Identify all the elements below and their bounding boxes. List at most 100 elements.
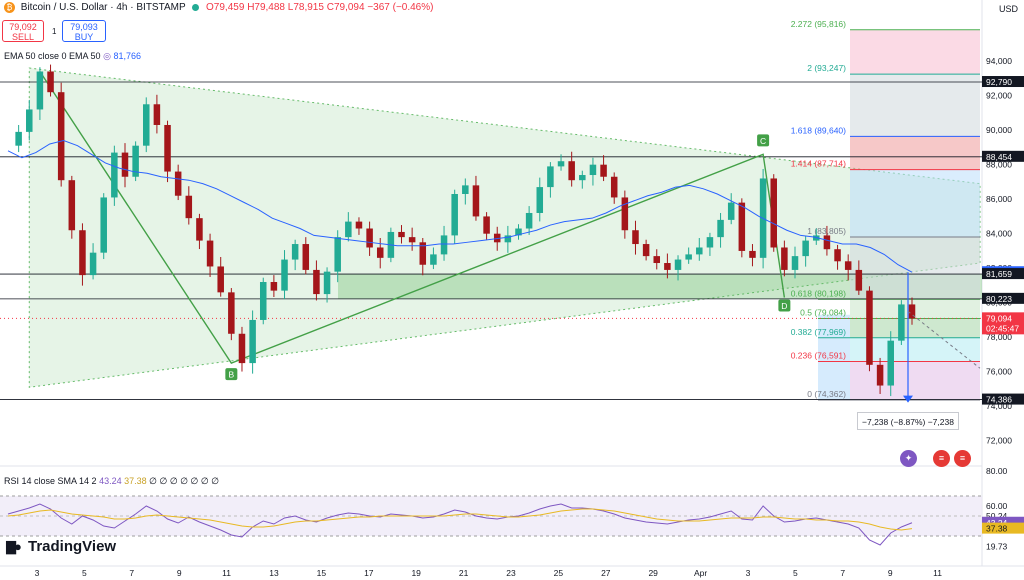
candle-body	[621, 197, 629, 231]
time-tick-19: 11	[933, 568, 942, 578]
candle-body	[664, 263, 671, 270]
rsi-legend-label: RSI 14 close SMA 14 2	[4, 476, 97, 486]
rsi-sma-value-bg	[982, 522, 1024, 534]
candle-body	[493, 233, 501, 243]
candle-body	[47, 71, 54, 93]
sell-price: 79,092	[9, 22, 37, 32]
time-tick-14: Apr	[694, 568, 707, 578]
market-status-icon	[192, 4, 200, 11]
fib-zone-0.5	[850, 318, 980, 338]
candle-body	[238, 333, 246, 364]
rsi-legend-extra: ∅ ∅ ∅ ∅ ∅ ∅ ∅	[149, 476, 220, 486]
candle-body	[419, 242, 427, 265]
candle-body	[887, 340, 894, 386]
candle-body	[844, 261, 852, 270]
time-tick-17: 7	[840, 568, 845, 578]
ema-legend[interactable]: EMA 50 close 0 EMA 50 ◎ 81,766	[4, 51, 141, 62]
pattern-point-C-badge	[757, 134, 770, 147]
currency-label[interactable]: USD	[998, 4, 1018, 14]
candle-body	[876, 364, 884, 386]
candle-body	[345, 221, 352, 238]
candle-body	[855, 269, 863, 291]
candle-body	[196, 218, 203, 241]
candle-body	[376, 247, 384, 258]
candle-body	[36, 71, 44, 110]
fib-label-0: 0 (74,362)	[807, 389, 846, 399]
price-tick-92000: 92,000	[986, 91, 1012, 101]
fib-label-0.5: 0.5 (79,084)	[800, 308, 846, 318]
candle-body	[557, 161, 565, 167]
time-tick-2: 7	[129, 568, 134, 578]
candle-body	[68, 180, 76, 231]
time-tick-0: 3	[35, 568, 40, 578]
candle-body	[536, 187, 544, 213]
candle-body	[504, 235, 512, 243]
candle-body	[451, 194, 458, 236]
buy-button[interactable]: 79,093 BUY	[62, 20, 106, 42]
candle-body	[79, 230, 86, 276]
candle-body	[781, 247, 788, 270]
price-label-bg-92790	[982, 76, 1024, 88]
candle-body	[366, 228, 373, 248]
candle-body	[653, 256, 661, 264]
candle-body	[100, 197, 107, 253]
candle-body	[430, 254, 437, 265]
symbol-title[interactable]: Bitcoin / U.S. Dollar · 4h · BITSTAMP	[20, 2, 186, 14]
time-tick-18: 9	[888, 568, 893, 578]
ohlc-change: −367 (−0.46%)	[367, 2, 434, 14]
price-tick-88000: 88,000	[986, 160, 1012, 170]
candle-body	[164, 124, 171, 172]
ema-legend-label: EMA 50 close 0 EMA 50	[4, 51, 101, 61]
ohlc-open: O79,459	[206, 2, 245, 14]
candle-body	[472, 185, 480, 217]
candle-body	[706, 237, 714, 248]
bitcoin-icon: ₿	[4, 2, 15, 13]
pattern-point-B: B	[229, 370, 235, 380]
sell-button[interactable]: 79,092 SELL	[2, 20, 44, 42]
rsi-value-bg	[982, 516, 1024, 528]
candle-body	[547, 166, 554, 188]
candle-body	[898, 304, 905, 341]
fib-label-2: 2 (93,247)	[807, 63, 846, 73]
tradingview-logo-text: TradingView	[28, 538, 117, 555]
candle-body	[185, 195, 193, 219]
price-tick-74000: 74,000	[986, 401, 1012, 411]
candle-body	[206, 240, 214, 267]
candle-body	[600, 164, 607, 177]
time-tick-8: 19	[411, 568, 421, 578]
price-tick-86000: 86,000	[986, 194, 1012, 204]
rsi-tick-1: 50.24	[986, 511, 1008, 521]
crypto-event-icon[interactable]: ✦	[900, 450, 917, 467]
price-tick-84000: 84,000	[986, 229, 1012, 239]
spread-value: 1	[52, 27, 57, 36]
price-label-bg-74386	[982, 393, 1024, 405]
rsi-tick-3: 37.38	[986, 524, 1008, 534]
candle-body	[398, 231, 405, 238]
candle-body	[727, 202, 735, 220]
ema-settings-icon[interactable]: ◎	[103, 51, 111, 61]
candle-body	[259, 282, 267, 320]
price-tick-78000: 78,000	[986, 332, 1012, 342]
fib-label-1.618: 1.618 (89,640)	[791, 125, 846, 135]
us-flag-icon[interactable]: ≡	[933, 450, 950, 467]
rsi-tick-0: 60.00	[986, 501, 1008, 511]
rsi-legend[interactable]: RSI 14 close SMA 14 2 43.24 37.38 ∅ ∅ ∅ …	[4, 476, 219, 487]
time-tick-6: 15	[317, 568, 327, 578]
time-tick-15: 3	[746, 568, 751, 578]
candle-body	[483, 216, 490, 234]
rsi-legend-value: 43.24	[99, 476, 122, 486]
tradingview-logo[interactable]: ▇● TradingView	[6, 538, 116, 555]
measure-arrow-head	[903, 395, 913, 403]
rsi-tick-4: 19.73	[986, 541, 1008, 551]
price-label-80223: 80,223	[986, 294, 1012, 304]
time-tick-4: 11	[222, 568, 231, 578]
fib-label-1.414: 1.414 (87,714)	[791, 159, 846, 169]
symbol-header: ₿ Bitcoin / U.S. Dollar · 4h · BITSTAMP …	[4, 2, 433, 13]
fib-label-0.618: 0.618 (80,198)	[791, 288, 846, 298]
candle-body	[579, 175, 586, 181]
time-tick-1: 5	[82, 568, 87, 578]
candle-body	[355, 221, 363, 229]
us-flag-icon-2[interactable]: ≡	[954, 450, 971, 467]
candle-body	[908, 304, 916, 319]
